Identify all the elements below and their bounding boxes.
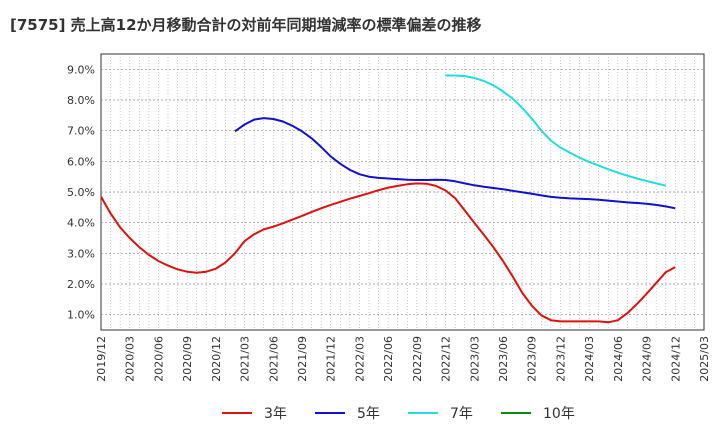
y-tick-label: 6.0%	[67, 155, 95, 168]
x-tick-label: 2020/06	[152, 336, 165, 382]
x-tick-label: 2025/03	[698, 336, 711, 382]
series-lines	[100, 74, 676, 324]
y-tick-label: 8.0%	[67, 94, 95, 107]
series-line-7年	[445, 74, 666, 187]
x-tick-label: 2023/09	[526, 336, 539, 382]
series-line-5年	[234, 117, 676, 210]
y-tick-label: 1.0%	[67, 309, 95, 322]
x-tick-label: 2019/12	[95, 336, 108, 382]
x-tick-label: 2024/12	[669, 336, 682, 382]
y-tick-label: 7.0%	[67, 125, 95, 138]
y-tick-label: 2.0%	[67, 278, 95, 291]
y-axis: 1.0% 2.0% 3.0% 4.0% 5.0% 6.0% 7.0% 8.0% 9.0%	[67, 63, 95, 321]
x-tick-label: 2022/06	[382, 336, 395, 382]
x-tick-label: 2024/06	[612, 336, 625, 382]
chart-title: [7575] 売上高12か月移動合計の対前年同期増減率の標準偏差の推移	[10, 16, 482, 34]
x-tick-label: 2023/03	[468, 336, 481, 382]
series-line-3年	[100, 182, 676, 324]
x-tick-label: 2020/12	[210, 336, 223, 382]
legend-label: 3年	[264, 406, 287, 422]
x-tick-label: 2022/12	[440, 336, 453, 382]
x-tick-label: 2021/12	[325, 336, 338, 382]
x-tick-label: 2021/03	[239, 336, 252, 382]
y-tick-label: 3.0%	[67, 247, 95, 260]
x-tick-label: 2022/03	[353, 336, 366, 382]
legend-label: 5年	[357, 406, 380, 422]
y-tick-label: 9.0%	[67, 63, 95, 76]
x-tick-label: 2023/06	[497, 336, 510, 382]
legend-label: 7年	[450, 406, 473, 422]
x-tick-label: 2021/06	[267, 336, 280, 382]
y-tick-label: 5.0%	[67, 186, 95, 199]
x-tick-label: 2020/03	[124, 336, 137, 382]
x-tick-label: 2020/09	[181, 336, 194, 382]
x-tick-label: 2023/12	[554, 336, 567, 382]
x-tick-label: 2021/09	[296, 336, 309, 382]
x-axis: 2019/12 2020/03 2020/06 2020/09 2020/12 2021/…	[95, 336, 711, 382]
x-tick-label: 2024/09	[641, 336, 654, 382]
grid	[100, 53, 705, 331]
legend: 3年 5年 7年 10年	[222, 406, 575, 422]
y-tick-label: 4.0%	[67, 217, 95, 230]
x-tick-label: 2022/09	[411, 336, 424, 382]
x-tick-label: 2024/03	[583, 336, 596, 382]
legend-label: 10年	[543, 406, 575, 422]
